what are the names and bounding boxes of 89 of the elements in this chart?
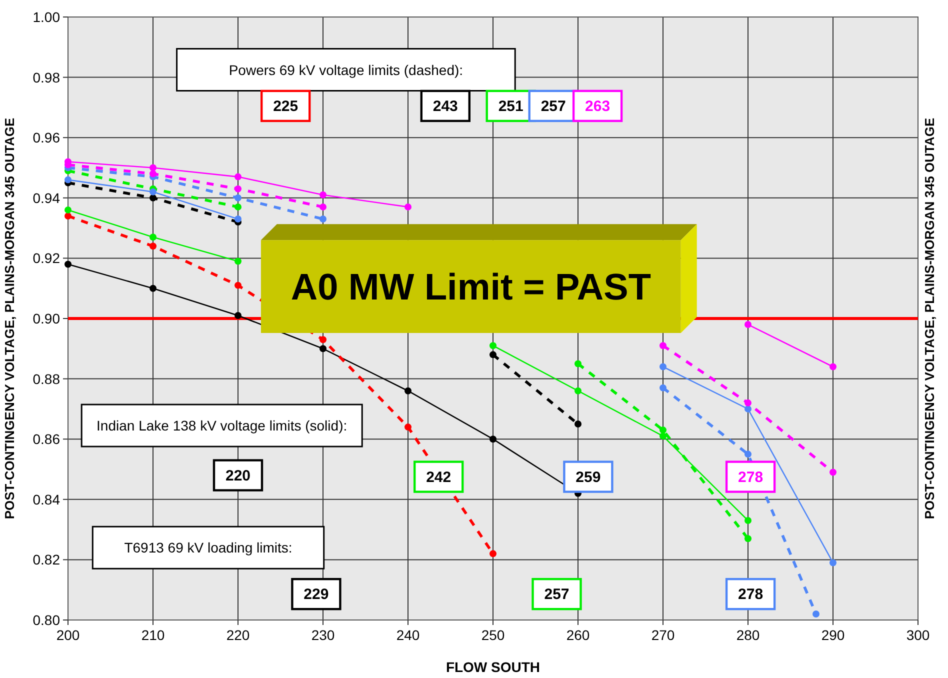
point xyxy=(64,206,72,214)
point xyxy=(490,351,496,358)
point xyxy=(64,176,72,184)
point xyxy=(744,450,752,458)
point xyxy=(234,216,242,223)
x-tick-label: 230 xyxy=(311,627,335,643)
annotation: T6913 69 kV loading limits: xyxy=(124,540,292,556)
annotation: 257 xyxy=(540,98,566,115)
y2-axis-title: POST-CONTINGENCY VOLTAGE, PLAINS-MORGAN 345 OUTAGE xyxy=(922,118,937,520)
point xyxy=(234,194,242,202)
point xyxy=(744,517,752,524)
point xyxy=(490,550,496,558)
point xyxy=(830,363,836,370)
x-tick-label: 240 xyxy=(396,627,420,643)
y-tick-label: 0.92 xyxy=(32,250,60,266)
point xyxy=(234,185,242,192)
x-tick-label: 220 xyxy=(226,627,250,643)
point xyxy=(150,188,156,196)
point xyxy=(660,426,666,434)
point xyxy=(150,284,156,292)
point xyxy=(150,170,156,178)
point xyxy=(744,321,752,328)
point xyxy=(234,173,242,180)
point xyxy=(150,242,156,250)
point xyxy=(812,610,820,618)
annotation: 242 xyxy=(426,468,452,486)
y-tick-label: 0.80 xyxy=(32,612,60,628)
point xyxy=(320,191,326,198)
point xyxy=(574,420,582,428)
annotation: 278 xyxy=(738,586,764,604)
point xyxy=(574,360,582,368)
y-tick-label: 1.00 xyxy=(32,9,60,25)
annotation: 251 xyxy=(498,98,524,115)
point xyxy=(320,216,326,223)
y-tick-label: 0.88 xyxy=(32,370,60,387)
x-tick-label: 200 xyxy=(56,627,80,643)
y-tick-label: 0.98 xyxy=(32,69,60,86)
point xyxy=(320,336,326,344)
point xyxy=(404,203,412,210)
annotation: 278 xyxy=(738,468,764,486)
x-tick-label: 290 xyxy=(821,627,845,643)
point xyxy=(744,405,752,412)
point xyxy=(150,194,156,202)
annotation: 220 xyxy=(225,467,251,484)
point xyxy=(150,234,156,241)
point xyxy=(234,258,242,265)
point xyxy=(234,282,242,289)
y-axis-title: POST-CONTINGENCY VOLTAGE, PLAINS-MORGAN 345 OUTAGE xyxy=(2,118,17,520)
y-tick-label: 0.82 xyxy=(32,552,60,568)
y-tick-label: 0.84 xyxy=(32,491,60,508)
point xyxy=(574,387,582,394)
point xyxy=(490,436,496,443)
x-tick-label: 270 xyxy=(651,627,675,643)
x-tick-label: 260 xyxy=(566,627,590,643)
point xyxy=(234,312,242,319)
point xyxy=(404,387,412,394)
y-tick-label: 0.90 xyxy=(32,310,60,326)
point xyxy=(320,345,326,352)
annotation: 259 xyxy=(576,468,601,486)
annotation: A0 MW Limit = PAST xyxy=(290,266,652,308)
x-tick-label: 300 xyxy=(906,627,930,643)
y-tick-label: 0.94 xyxy=(32,190,60,206)
annotation: Powers 69 kV voltage limits (dashed): xyxy=(228,62,464,78)
point xyxy=(64,212,72,220)
annotation: Indian Lake 138 kV voltage limits (solid): xyxy=(96,418,348,434)
y-tick-label: 0.86 xyxy=(32,431,60,448)
point xyxy=(490,342,496,350)
point xyxy=(660,363,666,370)
point xyxy=(830,559,836,566)
y-tick-label: 0.96 xyxy=(32,130,60,146)
point xyxy=(660,384,666,392)
point xyxy=(744,399,752,406)
point xyxy=(830,468,836,476)
annotation: 225 xyxy=(273,98,298,115)
x-tick-label: 210 xyxy=(141,627,165,643)
annotation: 243 xyxy=(432,98,458,115)
x-axis-title: FLOW SOUTH xyxy=(446,659,540,675)
annotation: 229 xyxy=(304,586,329,604)
x-tick-label: 280 xyxy=(736,627,760,643)
point xyxy=(404,424,412,431)
point xyxy=(234,203,242,210)
point xyxy=(744,535,752,542)
annotation: 257 xyxy=(544,586,570,604)
point xyxy=(150,164,156,172)
point xyxy=(320,203,326,210)
point xyxy=(64,260,72,268)
annotation: 263 xyxy=(585,98,610,115)
x-tick-label: 250 xyxy=(481,627,505,643)
point xyxy=(660,342,666,350)
